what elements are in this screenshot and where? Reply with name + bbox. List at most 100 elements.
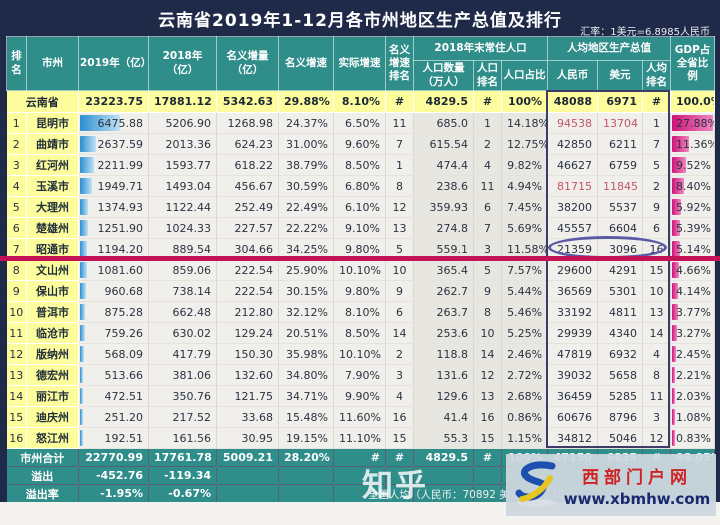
cell-increment: 624.23 [216, 133, 279, 155]
cell-population-rank: 6 [473, 196, 502, 218]
cell-gdp2018: 217.52 [148, 406, 217, 428]
cell-rank: 12 [6, 343, 27, 365]
cell-gdp2018: 161.56 [148, 427, 217, 449]
cell-population-rank: 11 [473, 175, 502, 197]
cell-row-label: 溢出 [6, 466, 79, 485]
cell-real-growth: 9.60% [333, 133, 386, 155]
cell-gdp2019: 875.28 [78, 301, 149, 323]
cell-gdp2018: 17761.78 [148, 448, 217, 467]
cell-percap-rmb: 29939 [547, 322, 599, 344]
cell-percap-usd: 4291 [597, 259, 644, 281]
table-row-1: 1 昆明市 6475.88 5206.90 1268.98 24.37% 6.50% 11 68… [6, 112, 716, 134]
cell-gdp2019: -1.95% [78, 484, 149, 503]
share-data-bar [672, 220, 680, 236]
cell-increment: 5009.21 [216, 448, 279, 467]
cell-population-rank: 8 [473, 301, 502, 323]
cell-nominal-growth-rank: 9 [385, 280, 414, 302]
cell-gdp2019: 1251.90 [78, 217, 149, 239]
header-percap-rank: 人均排名 [642, 60, 672, 91]
table-row-12: 12 版纳州 568.09 417.79 150.30 35.98% 10.10% 2 118.… [6, 343, 716, 365]
cell-population-rank: 2 [473, 133, 502, 155]
cell-gdp2018: 381.06 [148, 364, 217, 386]
cell-percap-usd: 4340 [597, 322, 644, 344]
table-row-4: 4 玉溪市 1949.71 1493.04 456.67 30.59% 6.80% 8 238.… [6, 175, 716, 197]
cell-percap-rmb: 29600 [547, 259, 599, 281]
site-watermark: 西部门户网 www.xbmhw.com [506, 454, 716, 516]
cell-gdp2018: 1493.04 [148, 175, 217, 197]
cell-percap-rmb: 60676 [547, 406, 599, 428]
cell-gdp-share: 9.52% [670, 154, 716, 176]
gdp-data-bar [80, 178, 93, 194]
share-data-bar [672, 115, 713, 131]
cell-gdp-share: 27.88% [670, 112, 716, 134]
header-gdp2018: 2018年（亿） [148, 36, 217, 91]
cell-percap-rmb: 48088 [547, 90, 599, 113]
cell-percap-rank: # [642, 90, 672, 113]
cell-population-share: 2.68% [501, 385, 549, 407]
cell-rank: 14 [6, 385, 27, 407]
cell-gdp-share: 4.66% [670, 259, 716, 281]
cell-increment [216, 484, 279, 503]
cell-nominal-growth: 24.37% [278, 112, 334, 134]
share-data-bar [672, 409, 676, 425]
cell-gdp2018: -0.67% [148, 484, 217, 503]
cell-rank: 11 [6, 322, 27, 344]
cell-increment: 33.68 [216, 406, 279, 428]
cell-nominal-growth: 34.71% [278, 385, 334, 407]
cell-real-growth: 8.10% [333, 90, 386, 113]
cell-gdp2019: 2637.59 [78, 133, 149, 155]
cell-population-rank [473, 466, 502, 485]
cell-population-rank: 16 [473, 406, 502, 428]
cell-gdp2018: 1593.77 [148, 154, 217, 176]
cell-population-rank: 1 [473, 112, 502, 134]
cell-nominal-growth-rank: 11 [385, 112, 414, 134]
cell-percap-usd: 5285 [597, 385, 644, 407]
cell-gdp2019: 1081.60 [78, 259, 149, 281]
table-body: 云南省 23223.75 17881.12 5342.63 29.88% 8.10% #48… [6, 90, 716, 503]
cell-population: 131.6 [413, 364, 474, 386]
cell-population: 359.93 [413, 196, 474, 218]
cell-population-share: 7.57% [501, 259, 549, 281]
cell-percap-rank: 15 [642, 259, 672, 281]
cell-gdp-share: 3.77% [670, 301, 716, 323]
cell-nominal-growth-rank: 3 [385, 364, 414, 386]
cell-city: 红河州 [26, 154, 79, 176]
gdp-data-bar [80, 157, 94, 173]
cell-rank: 3 [6, 154, 27, 176]
gdp-data-bar [80, 325, 85, 341]
cell-gdp2019: 192.51 [78, 427, 149, 449]
cell-nominal-growth [278, 466, 334, 485]
cell-gdp2018: 350.76 [148, 385, 217, 407]
cell-gdp-share: 3.27% [670, 322, 716, 344]
cell-nominal-growth: 35.98% [278, 343, 334, 365]
cell-gdp2019: 759.26 [78, 322, 149, 344]
cell-increment: 150.30 [216, 343, 279, 365]
cell-city: 玉溪市 [26, 175, 79, 197]
cell-population-share: 14.18% [501, 112, 549, 134]
header-population: 人口数量（万人） [413, 60, 474, 91]
cell-gdp2019: 23223.75 [78, 90, 149, 113]
cell-real-growth: # [333, 448, 386, 467]
cell-gdp2019: 251.20 [78, 406, 149, 428]
cell-gdp2018: 662.48 [148, 301, 217, 323]
cell-population: 4829.5 [413, 90, 474, 113]
share-data-bar [672, 199, 681, 215]
cell-nominal-growth-rank: 7 [385, 133, 414, 155]
header-gdp-share: GDP占全省比例 [670, 36, 716, 91]
cell-city: 普洱市 [26, 301, 79, 323]
cell-increment: 5342.63 [216, 90, 279, 113]
share-data-bar [672, 178, 685, 194]
cell-percap-rank: 8 [642, 364, 672, 386]
cell-increment: 129.24 [216, 322, 279, 344]
cell-rank: 4 [6, 175, 27, 197]
cell-percap-usd: 4811 [597, 301, 644, 323]
header-population-share: 人口占比 [500, 60, 549, 91]
cell-real-growth: 11.60% [333, 406, 386, 428]
cell-real-growth: 9.80% [333, 238, 386, 260]
cell-increment: 132.60 [216, 364, 279, 386]
cell-percap-rank: 6 [642, 217, 672, 239]
cell-percap-usd: 8796 [597, 406, 644, 428]
table-row-15: 15 迪庆州 251.20 217.52 33.68 15.48% 11.60% 16 41.4… [6, 406, 716, 428]
site-logo-icon [515, 461, 557, 507]
cell-gdp-share: 5.39% [670, 217, 716, 239]
